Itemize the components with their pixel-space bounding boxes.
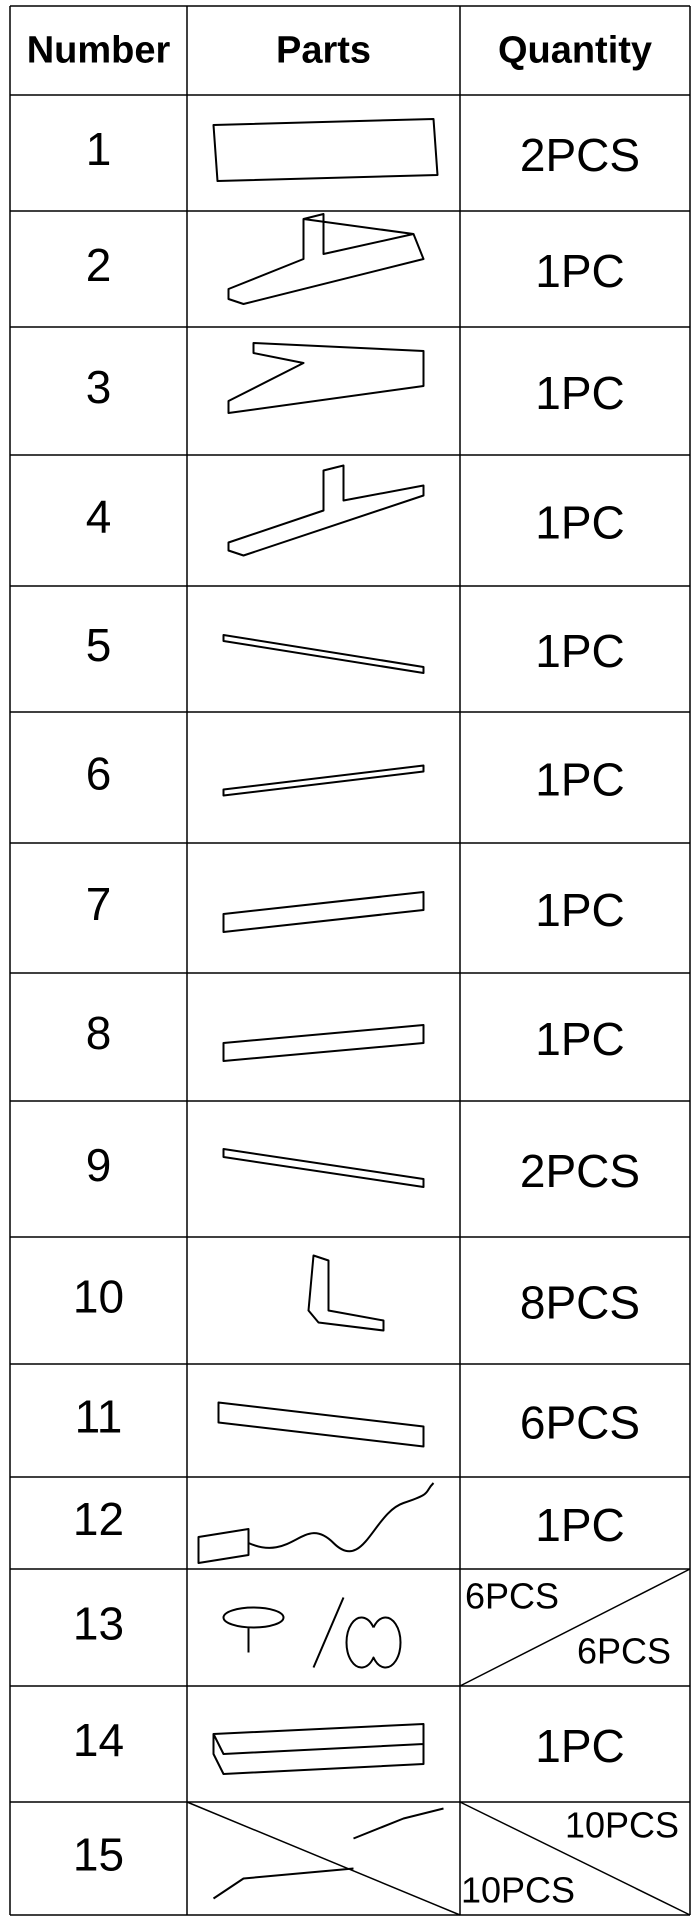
quantity: 8PCS <box>520 1277 640 1329</box>
row-number: 4 <box>86 491 112 543</box>
quantity: 1PC <box>535 1013 624 1065</box>
part-drawing <box>212 1723 425 1775</box>
part-sketch <box>212 1807 444 1900</box>
part-sketch <box>222 634 425 674</box>
part-sketch <box>222 1597 402 1669</box>
quantity: 10PCS <box>461 1870 575 1911</box>
row-number: 7 <box>86 878 112 930</box>
part-sketch <box>217 1401 425 1448</box>
part-drawing <box>212 118 439 182</box>
quantity: 6PCS <box>577 1631 671 1672</box>
part-drawing <box>222 1148 425 1188</box>
part-sketch <box>307 1254 385 1332</box>
part-drawing <box>222 764 425 797</box>
part-sketch <box>227 213 425 305</box>
part-drawing <box>222 634 425 674</box>
quantity: 1PC <box>535 625 624 677</box>
part-sketch <box>222 891 425 933</box>
part-sketch <box>227 464 425 557</box>
part-drawing <box>222 891 425 933</box>
quantity: 2PCS <box>520 1145 640 1197</box>
part-sketch <box>222 1148 425 1188</box>
part-drawing <box>307 1254 385 1332</box>
header-cell: Quantity <box>498 30 652 72</box>
row-number: 3 <box>86 361 112 413</box>
part-drawing <box>222 1597 402 1669</box>
row-number: 1 <box>86 123 112 175</box>
quantity: 1PC <box>535 367 624 419</box>
row-number: 8 <box>86 1007 112 1059</box>
row-number: 15 <box>73 1829 124 1881</box>
part-drawing <box>227 464 425 557</box>
quantity: 1PC <box>535 754 624 806</box>
quantity: 10PCS <box>565 1805 679 1846</box>
row-number: 12 <box>73 1493 124 1545</box>
part-drawing <box>227 342 425 414</box>
split-line <box>459 1801 691 1916</box>
split-line <box>186 1801 461 1916</box>
quantity: 1PC <box>535 1720 624 1772</box>
part-sketch <box>222 1024 425 1062</box>
header-cell: Parts <box>276 30 371 72</box>
row-number: 11 <box>75 1391 123 1443</box>
row-number: 10 <box>73 1271 124 1323</box>
row-number: 9 <box>86 1139 112 1191</box>
part-drawing <box>222 1024 425 1062</box>
part-sketch <box>212 1723 425 1775</box>
part-drawing <box>212 1807 444 1900</box>
header-cell: Number <box>27 30 171 72</box>
row-number: 6 <box>86 748 112 800</box>
quantity: 1PC <box>535 1499 624 1551</box>
row-number: 5 <box>86 619 112 671</box>
part-sketch <box>212 118 439 182</box>
row-number: 13 <box>73 1598 124 1650</box>
row-number: 14 <box>73 1714 124 1766</box>
part-sketch <box>222 764 425 797</box>
quantity: 2PCS <box>520 129 640 181</box>
part-sketch <box>197 1482 435 1564</box>
split-line <box>459 1568 691 1687</box>
part-drawing <box>227 213 425 305</box>
part-drawing <box>217 1401 425 1448</box>
part-drawing <box>197 1482 435 1564</box>
row-number: 2 <box>86 239 112 291</box>
quantity: 1PC <box>535 497 624 549</box>
quantity: 1PC <box>535 245 624 297</box>
quantity: 6PCS <box>520 1397 640 1449</box>
part-sketch <box>227 342 425 414</box>
quantity: 1PC <box>535 884 624 936</box>
quantity: 6PCS <box>465 1576 559 1617</box>
